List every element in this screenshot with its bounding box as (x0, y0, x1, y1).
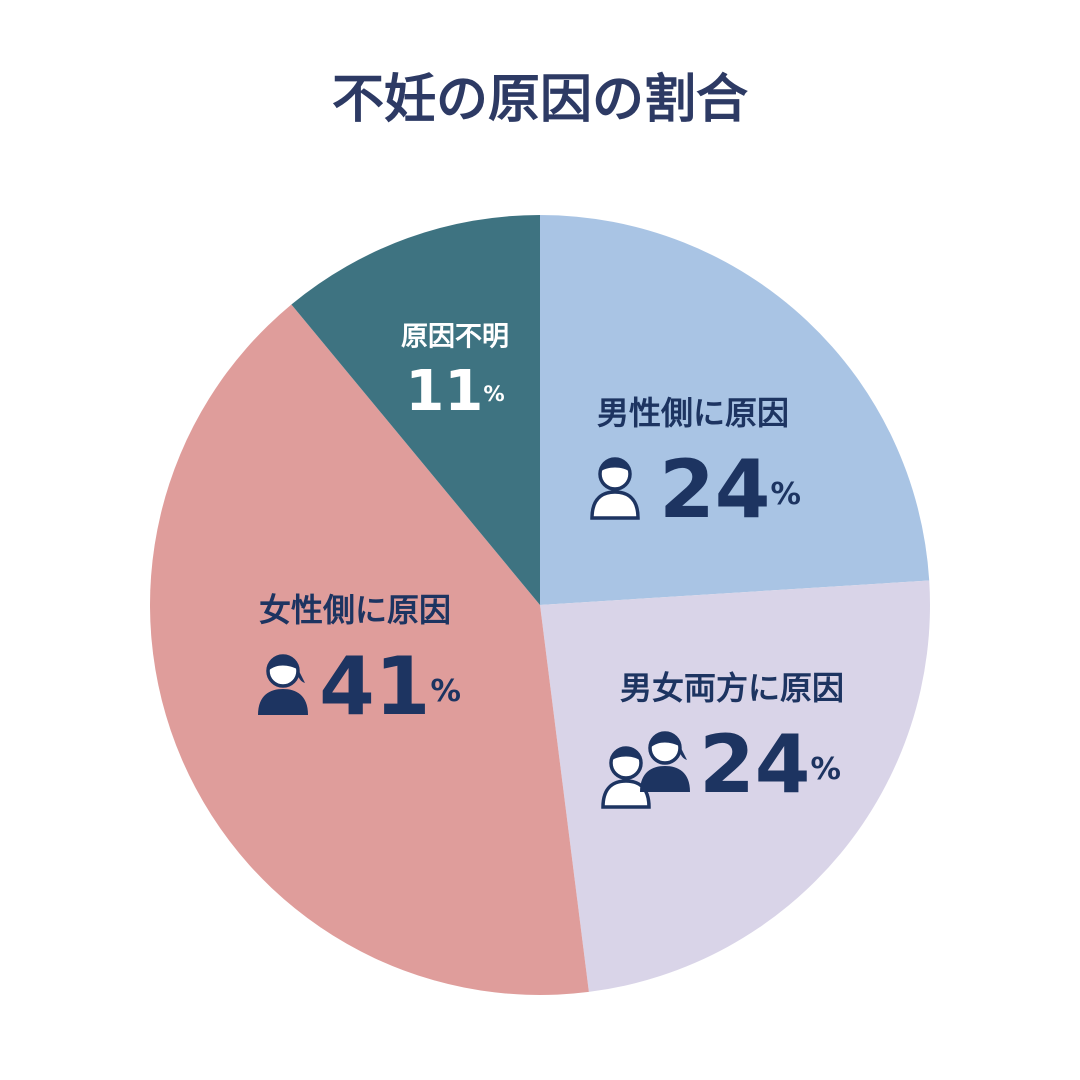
value-unit: % (770, 477, 800, 512)
icon-body (590, 490, 640, 520)
chart-title: 不妊の原因の割合 (332, 70, 748, 130)
person-icon (640, 731, 690, 792)
value-label: 24% (659, 443, 801, 536)
value-unit: % (810, 752, 840, 787)
value-unit: % (483, 382, 504, 407)
value-label: 24% (699, 718, 841, 811)
value-number: 41 (319, 640, 430, 733)
icon-hair (650, 733, 687, 760)
icon-body (601, 779, 651, 809)
icon-hair (268, 656, 305, 683)
value-number: 24 (699, 718, 810, 811)
value-number: 24 (659, 443, 770, 536)
slice-label: 女性側に原因 (259, 591, 451, 629)
person-icon (258, 654, 308, 715)
icon-hair (600, 460, 630, 472)
person-icon (590, 457, 640, 520)
value-label: 41% (319, 640, 461, 733)
icon-body (258, 689, 308, 715)
slice-label: 男性側に原因 (597, 394, 789, 432)
value-label: 11% (405, 359, 504, 424)
pie-slice (291, 215, 540, 605)
slice-label: 男女両方に原因 (620, 669, 844, 707)
pie-slice (149, 304, 589, 996)
value-unit: % (430, 674, 460, 709)
pie-slice (540, 580, 930, 992)
icon-body (640, 766, 690, 792)
slice-label: 原因不明 (401, 322, 509, 353)
person-icon (601, 746, 651, 809)
icon-hair (611, 749, 641, 761)
value-number: 11 (405, 359, 483, 424)
